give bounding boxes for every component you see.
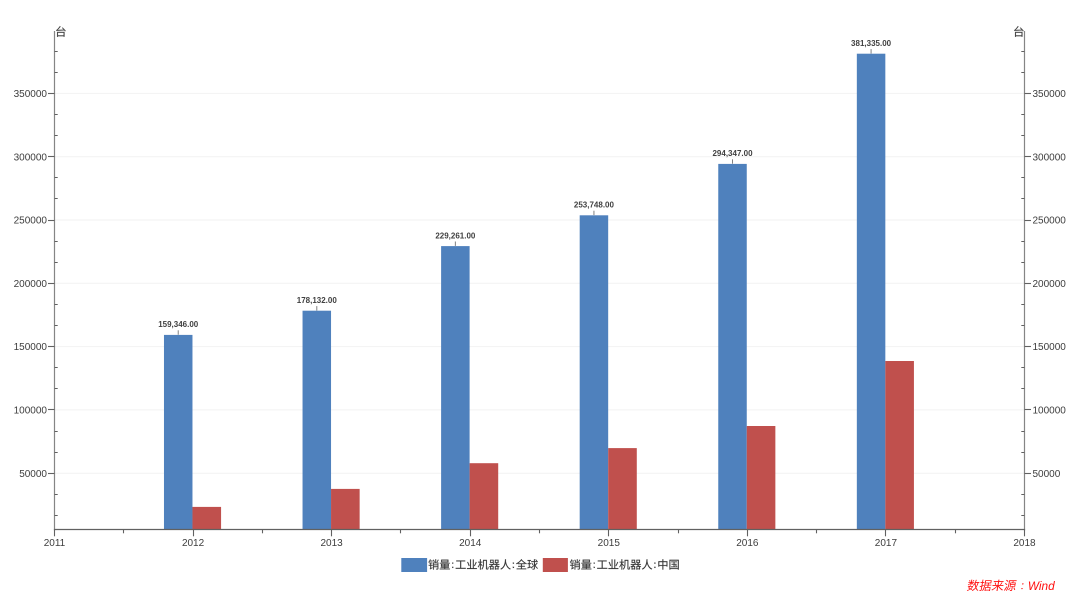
svg-text:Wind: Wind (1028, 579, 1055, 593)
svg-text:200000: 200000 (1033, 279, 1067, 290)
svg-text:100000: 100000 (1033, 406, 1067, 417)
svg-text:2015: 2015 (598, 538, 621, 549)
svg-text:159,346.00: 159,346.00 (158, 320, 199, 329)
svg-text:350000: 350000 (14, 89, 48, 100)
svg-text:2013: 2013 (321, 538, 344, 549)
svg-text:250000: 250000 (1033, 216, 1067, 227)
svg-text:2018: 2018 (1013, 538, 1036, 549)
svg-text:250000: 250000 (14, 216, 48, 227)
svg-text:350000: 350000 (1033, 89, 1067, 100)
svg-text:100000: 100000 (14, 406, 48, 417)
svg-text:2012: 2012 (182, 538, 205, 549)
svg-text:300000: 300000 (14, 152, 48, 163)
svg-text:229,261.00: 229,261.00 (435, 231, 476, 240)
svg-text:300000: 300000 (1033, 152, 1067, 163)
svg-text:2011: 2011 (44, 538, 66, 549)
svg-text:253,748.00: 253,748.00 (574, 201, 615, 210)
svg-text:294,347.00: 294,347.00 (712, 149, 753, 158)
svg-text:178,132.00: 178,132.00 (297, 296, 338, 305)
svg-text:150000: 150000 (1033, 342, 1067, 353)
svg-text:2014: 2014 (459, 538, 482, 549)
svg-text:50000: 50000 (1033, 469, 1061, 480)
svg-text:2017: 2017 (875, 538, 898, 549)
svg-text:381,335.00: 381,335.00 (851, 39, 892, 48)
svg-text:2016: 2016 (736, 538, 759, 549)
svg-text:200000: 200000 (14, 279, 48, 290)
svg-text:150000: 150000 (14, 342, 48, 353)
svg-text:50000: 50000 (19, 469, 47, 480)
